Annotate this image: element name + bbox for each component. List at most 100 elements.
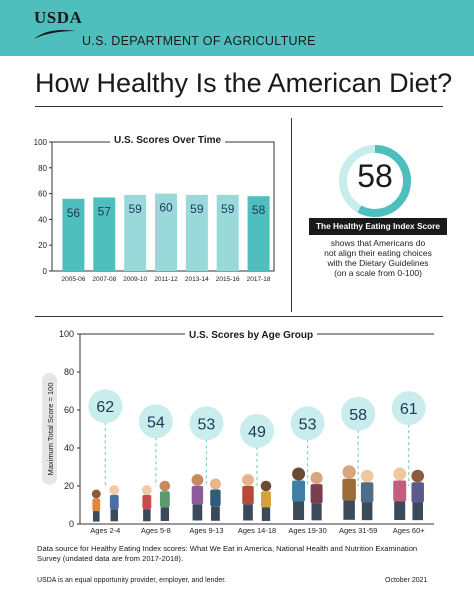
x-tick-label: 2017-18 — [247, 276, 271, 283]
person-head — [393, 467, 407, 481]
score-value-label: 53 — [198, 416, 216, 433]
hei-score-ring — [339, 145, 411, 217]
x-tick-label: 2013-14 — [185, 276, 209, 283]
y-tick-label: 20 — [64, 481, 74, 491]
score-value-label: 61 — [400, 401, 418, 418]
score-value-label: 62 — [96, 399, 114, 416]
person-figure — [342, 465, 356, 520]
y-axis-label-bg — [42, 373, 57, 485]
x-tick-label: Ages 5-8 — [141, 526, 171, 535]
person-legs — [293, 501, 305, 520]
x-tick-label: 2015-16 — [216, 276, 240, 283]
bar — [247, 196, 270, 271]
x-tick-label: Ages 19-30 — [288, 526, 326, 535]
y-tick-label: 60 — [38, 190, 47, 199]
chart-title-by-age: U.S. Scores by Age Group — [185, 330, 318, 341]
score-value-label: 49 — [248, 424, 266, 441]
person-legs — [311, 503, 322, 521]
person-torso — [191, 485, 204, 505]
person-head — [342, 465, 356, 479]
person-legs — [394, 501, 406, 520]
bar — [185, 194, 208, 271]
x-tick-label: Ages 60+ — [393, 526, 426, 535]
score-bubble — [88, 389, 123, 424]
person-torso — [210, 489, 221, 507]
y-tick-label: 100 — [34, 138, 48, 147]
x-tick-label: Ages 9-13 — [189, 526, 223, 535]
y-tick-label: 60 — [64, 405, 74, 415]
person-figure — [393, 467, 407, 520]
person-head — [411, 469, 425, 483]
person-figure — [411, 469, 425, 521]
header-banner: USDA U.S. DEPARTMENT OF AGRICULTURE — [0, 0, 474, 56]
x-tick-label: 2007-08 — [92, 276, 116, 283]
person-legs — [412, 502, 423, 521]
person-torso — [109, 494, 119, 510]
footer-equal-opportunity: USDA is an equal opportunity provider, e… — [37, 577, 227, 584]
usda-logo: USDA — [34, 8, 83, 27]
person-figure — [109, 485, 120, 522]
person-torso — [242, 485, 254, 505]
y-axis-label-pill: Maximum Total Score = 100 — [42, 373, 57, 485]
person-torso — [92, 498, 101, 512]
y-tick-label: 20 — [38, 241, 47, 250]
person-torso — [310, 484, 323, 504]
x-tick-label: Ages 2-4 — [90, 526, 120, 535]
person-head — [141, 485, 152, 495]
bar — [62, 198, 85, 271]
person-head — [310, 471, 323, 485]
person-head — [260, 480, 272, 492]
bar — [124, 194, 147, 271]
score-bubble — [391, 391, 426, 426]
person-head — [109, 485, 120, 495]
x-tick-label: Ages 31-59 — [339, 526, 377, 535]
person-torso — [159, 491, 170, 508]
person-figure — [91, 489, 101, 522]
bar-value-label: 59 — [128, 202, 142, 216]
person-torso — [393, 480, 407, 502]
hei-description: shows that Americans do not align their … — [306, 238, 450, 278]
person-legs — [192, 504, 203, 521]
page-title: How Healthy Is the American Diet? — [35, 68, 453, 98]
hei-description-line: (on a scale from 0-100) — [334, 268, 422, 278]
person-figure — [242, 474, 254, 521]
y-tick-label: 80 — [64, 367, 74, 377]
person-head — [191, 474, 204, 486]
score-value-label: 54 — [147, 414, 165, 431]
person-figure — [191, 474, 204, 521]
data-source-footnote: Data source for Healthy Eating Index sco… — [37, 544, 418, 563]
person-torso — [261, 491, 271, 508]
person-head — [360, 469, 374, 483]
person-figure — [260, 480, 272, 521]
bar-value-label: 56 — [67, 206, 81, 220]
footer-date: October 2021 — [385, 577, 428, 584]
score-value-label: 58 — [349, 407, 367, 424]
person-torso — [342, 478, 356, 501]
bar-value-label: 59 — [190, 202, 204, 216]
title-underline — [35, 106, 443, 107]
person-torso — [292, 480, 306, 502]
person-legs — [361, 502, 373, 521]
person-legs — [261, 507, 271, 521]
vertical-divider — [291, 118, 292, 312]
x-tick-label: Ages 14-18 — [238, 526, 276, 535]
person-legs — [110, 509, 119, 522]
person-figure — [292, 467, 306, 520]
person-figure — [159, 480, 171, 521]
hei-score-value: 58 — [357, 158, 393, 194]
score-bubble — [189, 406, 224, 441]
person-head — [242, 474, 254, 486]
y-tick-label: 0 — [69, 519, 74, 529]
department-name: U.S. DEPARTMENT OF AGRICULTURE — [82, 34, 316, 48]
hei-description-line: shows that Americans do — [330, 238, 426, 248]
person-figure — [310, 471, 323, 521]
person-torso — [360, 482, 374, 503]
bar-value-label: 59 — [221, 202, 235, 216]
hei-score-label: The Healthy Eating Index Score — [309, 218, 447, 235]
bar — [155, 193, 177, 271]
person-figure — [141, 485, 152, 522]
bar-value-label: 58 — [252, 203, 266, 217]
person-head — [159, 480, 171, 492]
